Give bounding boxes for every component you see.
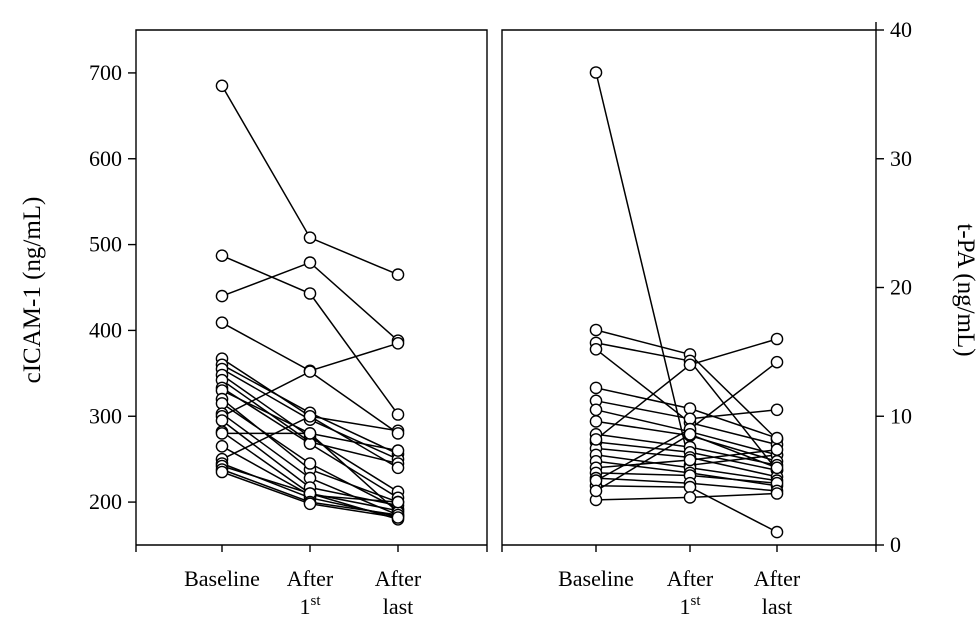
data-point [770, 461, 784, 475]
series-line [221, 322, 399, 372]
left-y-axis-title: cICAM-1 (ng/mL) [19, 197, 46, 384]
data-point [215, 427, 229, 440]
data-point [215, 316, 229, 330]
data-point [770, 487, 784, 500]
data-point [589, 66, 603, 79]
y-tick-label: 20 [890, 275, 912, 300]
data-point [391, 336, 405, 350]
data-point [589, 474, 603, 487]
data-point [589, 403, 603, 417]
data-point [683, 480, 697, 494]
data-point [770, 525, 784, 539]
data-point [770, 403, 784, 417]
data-point [391, 444, 405, 457]
x-tick-label-line2: last [383, 594, 414, 619]
data-point [215, 414, 229, 427]
data-point [215, 397, 229, 410]
data-point [770, 431, 784, 445]
x-tick-label: Baseline [558, 566, 634, 591]
plot-frame [501, 29, 876, 545]
data-point [215, 289, 229, 303]
data-point [589, 484, 603, 498]
y-tick-label: 600 [89, 146, 122, 171]
x-tick-label-line2: 1st [299, 593, 321, 619]
y-tick-label: 10 [890, 403, 912, 428]
x-tick-label-line2: 1st [679, 593, 701, 619]
data-point [770, 332, 784, 346]
data-point [589, 381, 603, 395]
series-line [221, 85, 399, 276]
data-point [589, 323, 603, 337]
data-point [391, 495, 405, 509]
data-point [589, 342, 603, 356]
data-point [303, 256, 317, 269]
data-point [303, 287, 317, 300]
data-point [683, 402, 697, 415]
data-point [303, 497, 317, 511]
data-point [589, 415, 603, 428]
y-tick-label: 300 [89, 403, 122, 428]
data-point [215, 465, 229, 479]
data-point [303, 231, 317, 244]
data-point [303, 437, 317, 451]
data-point [303, 365, 317, 378]
data-point [770, 443, 784, 457]
data-point [589, 433, 603, 446]
data-point [303, 457, 317, 470]
data-point [215, 79, 229, 93]
data-point [770, 355, 784, 369]
data-point [303, 427, 317, 440]
y-tick-label: 40 [890, 17, 912, 42]
y-tick-label: 400 [89, 317, 122, 342]
data-point [683, 453, 697, 467]
x-tick-label: Baseline [184, 566, 260, 591]
data-point [391, 268, 405, 281]
right-y-axis-title: t-PA (ng/mL) [952, 223, 979, 356]
x-tick-label: After [287, 566, 334, 591]
x-tick-label: After [754, 566, 801, 591]
y-tick-label: 0 [890, 532, 901, 557]
data-point [683, 358, 697, 372]
data-point [391, 408, 405, 421]
data-point [683, 427, 697, 441]
y-tick-label: 500 [89, 232, 122, 257]
left-panel: cICAM-1 (ng/mL) 200 300 400 500 600 700 Baseli… [19, 29, 488, 619]
data-point [391, 461, 405, 475]
data-point [391, 427, 405, 440]
data-point [391, 511, 405, 524]
series-line [221, 261, 399, 342]
x-tick-label: After [667, 566, 714, 591]
x-tick-label-line2: last [762, 594, 793, 619]
plot-frame [135, 29, 488, 545]
data-point [215, 249, 229, 262]
data-point [683, 412, 697, 426]
x-tick-label: After [375, 566, 422, 591]
series-line [221, 255, 399, 415]
data-point [303, 409, 317, 423]
y-tick-label: 30 [890, 146, 912, 171]
y-tick-label: 700 [89, 60, 122, 85]
data-point [683, 491, 697, 504]
y-tick-label: 200 [89, 489, 122, 514]
data-point [215, 439, 229, 453]
